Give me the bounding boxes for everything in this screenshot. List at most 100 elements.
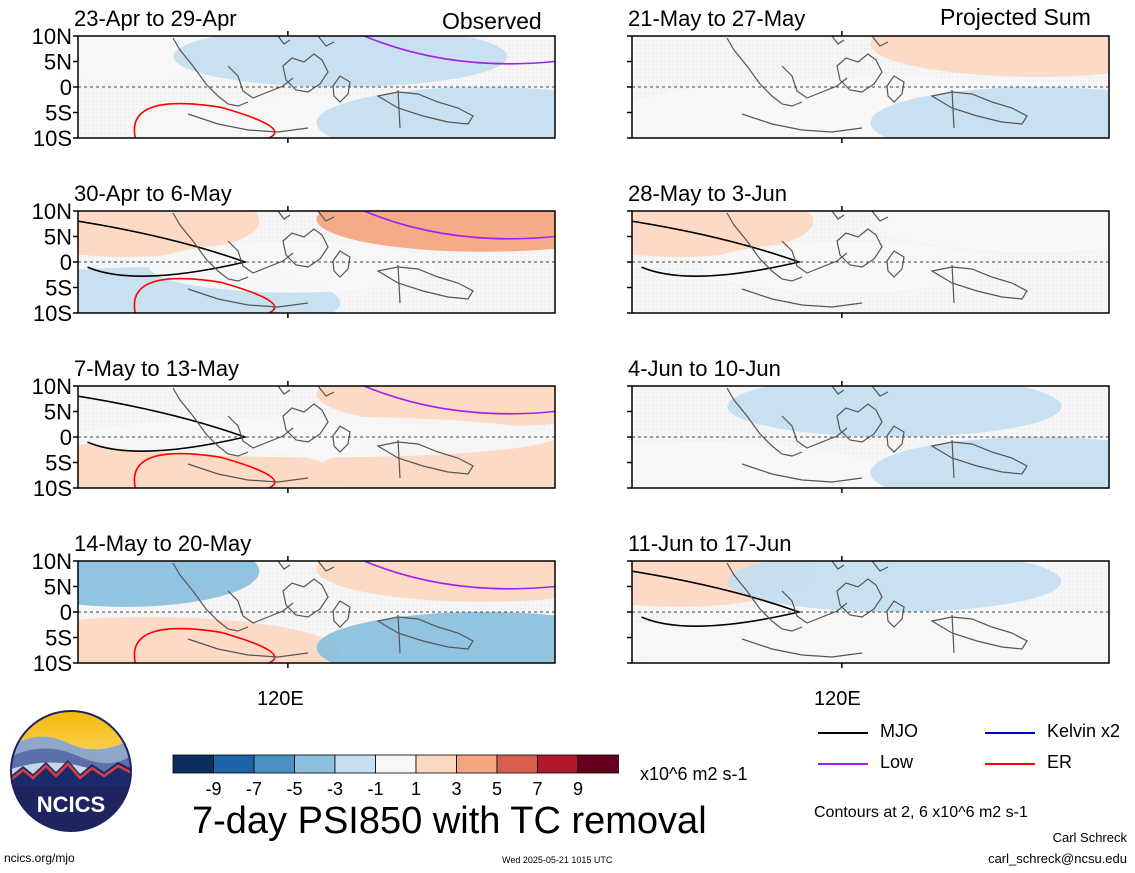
author-name: Carl Schreck [1052, 830, 1127, 845]
contour-er [133, 102, 276, 138]
panel-title: 11-Jun to 17-Jun [628, 531, 791, 556]
y-tick-label: 5S [45, 626, 72, 651]
anomaly-south-east [870, 87, 1109, 138]
anomaly-north-east [870, 211, 1109, 252]
contour-er [133, 627, 276, 663]
anomaly-south-east [316, 87, 555, 138]
contour-note: Contours at 2, 6 x10^6 m2 s-1 [814, 804, 1028, 821]
panel-title: 4-Jun to 10-Jun [628, 356, 781, 381]
contour-mjo [78, 220, 248, 277]
timestamp: Wed 2025-05-21 1015 UTC [502, 855, 613, 865]
colorbar-tick-label: 5 [492, 779, 502, 799]
coastline [172, 211, 474, 308]
colorbar-swatch [213, 754, 255, 774]
x-tick-120e-right: 120E [814, 688, 861, 710]
y-tick-label: 5S [45, 451, 72, 476]
colorbar: -9 -7 -5 -3 -1 1 3 5 7 9 [172, 754, 619, 799]
y-tick-label: 10N [32, 374, 72, 399]
anomaly-north-east [316, 561, 555, 602]
anomaly-north-west [78, 561, 260, 607]
colorbar-swatch [375, 754, 417, 774]
coastline [172, 36, 474, 133]
coastline [726, 36, 1028, 133]
y-tick-label: 5N [44, 400, 72, 425]
panel-title: 28-May to 3-Jun [628, 181, 787, 206]
panel-8: 11-Jun to 17-Jun [627, 531, 1110, 668]
panel-7: 4-Jun to 10-Jun [627, 356, 1110, 493]
panel-title: 21-May to 27-May [628, 6, 805, 31]
anomaly-north-west [632, 211, 814, 257]
coastline [172, 386, 474, 483]
colorbar-units: x10^6 m2 s-1 [640, 764, 748, 784]
legend-swatch-er [985, 763, 1035, 765]
y-tick-label: 10S [33, 476, 72, 501]
y-tick-label: 5N [44, 225, 72, 250]
anomaly-south-east [870, 437, 1109, 488]
y-tick-label: 10S [33, 651, 72, 676]
observed-tag: Observed [442, 8, 542, 34]
colorbar-tick-label: -1 [367, 779, 383, 799]
y-tick-label: 10N [32, 549, 72, 574]
author-email: carl_schreck@ncsu.edu [988, 851, 1127, 866]
colorbar-swatch [415, 754, 457, 774]
contour-mjo [632, 570, 802, 627]
y-tick-label: 5S [45, 276, 72, 301]
panel-title: 30-Apr to 6-May [74, 181, 232, 206]
colorbar-swatch [537, 754, 579, 774]
x-tick-120e-left: 120E [257, 688, 304, 710]
legend-swatch-kelvin [985, 732, 1035, 734]
colorbar-tick-label: 1 [411, 779, 421, 799]
y-tick-label: 10S [33, 301, 72, 326]
colorbar-swatch [496, 754, 538, 774]
y-tick-label: 5N [44, 575, 72, 600]
colorbar-tick-label: -9 [205, 779, 221, 799]
colorbar-swatch [172, 754, 214, 774]
legend-label-low: Low [880, 752, 914, 772]
logo-text: NCICS [37, 792, 105, 817]
y-tick-label: 0 [60, 250, 72, 275]
ncics-logo: NCICS [10, 710, 132, 832]
panel-5: 21-May to 27-May [627, 6, 1110, 143]
y-tick-label: 0 [60, 425, 72, 450]
panel-6: 28-May to 3-Jun [627, 181, 1110, 318]
colorbar-tick-label: 7 [532, 779, 542, 799]
coastline [172, 561, 474, 658]
anomaly-central [703, 241, 990, 293]
colorbar-tick-label: 9 [573, 779, 583, 799]
anomaly-north-central [173, 36, 508, 87]
contour-er [133, 277, 276, 313]
anomaly-north-east [870, 36, 1109, 77]
anomaly-north-east [316, 386, 555, 427]
y-tick-label: 10N [32, 24, 72, 49]
y-tick-label: 0 [60, 600, 72, 625]
contour-low [363, 561, 555, 590]
y-tick-label: 5S [45, 101, 72, 126]
panel-title: 7-May to 13-May [74, 356, 239, 381]
legend-swatch-mjo [818, 732, 868, 734]
panel-title: 14-May to 20-May [74, 531, 251, 556]
contour-low [363, 386, 555, 415]
legend-label-mjo: MJO [880, 721, 918, 741]
anomaly-north-west [78, 211, 260, 257]
contour-er [133, 452, 276, 488]
y-tick-label: 0 [60, 75, 72, 100]
contour-mjo [78, 395, 248, 452]
site-link[interactable]: ncics.org/mjo [4, 851, 75, 865]
colorbar-swatch [334, 754, 376, 774]
y-tick-label: 5N [44, 50, 72, 75]
figure-title: 7-day PSI850 with TC removal [192, 800, 707, 842]
anomaly-south [632, 601, 1109, 663]
contour-low [363, 36, 555, 65]
contour-mjo [632, 220, 802, 277]
y-tick-label: 10S [33, 126, 72, 151]
y-tick-label: 10N [32, 199, 72, 224]
colorbar-tick-label: -7 [246, 779, 262, 799]
colorbar-tick-label: -5 [286, 779, 302, 799]
colorbar-swatch [294, 754, 336, 774]
anomaly-south-west [632, 442, 895, 488]
anomaly-south-west [78, 617, 341, 663]
